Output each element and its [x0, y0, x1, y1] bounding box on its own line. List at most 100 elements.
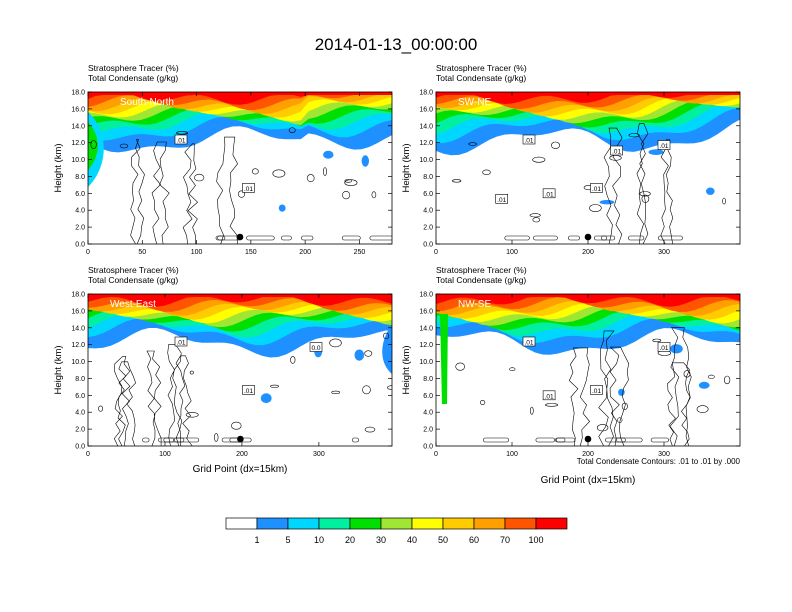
condensate-contour — [627, 235, 645, 241]
condensate-contour — [617, 417, 623, 423]
condensate-contour — [189, 370, 194, 375]
y-tick-label: 14.0 — [419, 123, 433, 130]
x-tick-label: 150 — [245, 249, 257, 256]
condensate-contour — [113, 356, 131, 446]
svg-text:.01: .01 — [176, 138, 185, 145]
condensate-contour — [532, 156, 546, 163]
condensate-contour — [641, 194, 650, 203]
y-tick-label: 6.0 — [75, 393, 85, 400]
x-tick-label: 0 — [434, 451, 438, 458]
colorbar-swatch — [256, 517, 289, 530]
condensate-contour — [482, 437, 509, 443]
y-tick-label: 14.0 — [71, 123, 85, 130]
x-tick-label: 0 — [86, 249, 90, 256]
location-marker — [584, 435, 592, 443]
condensate-contour — [364, 426, 376, 433]
x-tick-label: 300 — [313, 451, 325, 458]
section-label: West-East — [110, 299, 156, 310]
colorbar-swatch — [287, 517, 320, 530]
x-tick-label: 100 — [159, 451, 171, 458]
condensate-contour — [482, 169, 491, 176]
y-tick-label: 18.0 — [419, 292, 433, 299]
colorbar-label: 10 — [314, 535, 324, 545]
contour-label: .01 — [542, 390, 556, 400]
svg-text:.01: .01 — [545, 191, 554, 198]
condensate-contour — [621, 402, 628, 410]
condensate-contour — [535, 437, 556, 443]
colorbar-swatch — [473, 517, 506, 530]
x-axis-label: Grid Point (dx=15km) — [541, 475, 636, 486]
condensate-contour — [669, 327, 692, 446]
condensate-contour — [146, 350, 162, 446]
colorbar-label: 30 — [376, 535, 386, 545]
location-marker — [584, 233, 592, 241]
y-tick-label: 18.0 — [71, 90, 85, 97]
condensate-contour — [567, 235, 580, 241]
y-tick-label: 8.0 — [75, 376, 85, 383]
condensate-contour — [344, 179, 352, 183]
y-tick-label: 8.0 — [423, 174, 433, 181]
svg-text:.01: .01 — [244, 186, 253, 193]
condensate-contour — [288, 127, 296, 133]
y-tick-label: 12.0 — [419, 140, 433, 147]
x-tick-label: 100 — [506, 451, 518, 458]
svg-text:.01: .01 — [545, 393, 554, 400]
colorbar-label: 100 — [528, 535, 543, 545]
contour-label: .01 — [590, 385, 603, 395]
svg-text:.01: .01 — [176, 340, 185, 347]
condensate-contour — [174, 437, 200, 443]
condensate-contour — [151, 141, 170, 244]
panel-header-condensate: Total Condensate (g/kg) — [88, 275, 178, 285]
colorbar-label: 40 — [407, 535, 417, 545]
condensate-contour — [601, 235, 616, 241]
y-tick-label: 8.0 — [75, 174, 85, 181]
condensate-contour — [231, 421, 242, 430]
tracer-band — [88, 294, 392, 307]
condensate-contour — [290, 356, 296, 364]
colorbar-swatch — [380, 517, 413, 530]
colorbar-swatch — [504, 517, 537, 530]
y-tick-label: 14.0 — [71, 325, 85, 332]
contour-label: .01 — [522, 134, 536, 145]
condensate-contour — [369, 235, 392, 241]
condensate-contour — [323, 167, 327, 176]
plot-area: .01 .01 — [88, 92, 392, 244]
x-tick-label: 100 — [191, 249, 203, 256]
tracer-patch — [323, 150, 334, 159]
condensate-contour — [371, 191, 377, 199]
panel-header-tracer: Stratosphere Tracer (%) — [436, 265, 527, 275]
x-tick-label: 0 — [86, 451, 90, 458]
contour-label: .01 — [542, 188, 556, 198]
condensate-contour — [480, 400, 486, 405]
condensate-contour — [468, 142, 477, 146]
condensate-contour — [167, 344, 183, 446]
y-tick-label: 0.0 — [423, 444, 433, 451]
contour-label: .01 — [174, 336, 188, 347]
plot-area: .01 .01 .01 .01 .01 .01 — [436, 92, 740, 244]
plot-frame — [87, 293, 393, 447]
svg-text:.01: .01 — [244, 388, 253, 395]
condensate-contour — [362, 385, 371, 395]
svg-text:.01: .01 — [524, 340, 533, 347]
colorbar-swatch — [318, 517, 351, 530]
svg-text:.01: .01 — [497, 197, 506, 204]
tracer-intrusion — [440, 314, 448, 404]
tracer-intrusion — [88, 122, 98, 170]
y-tick-label: 10.0 — [419, 359, 433, 366]
colorbar-label: 70 — [500, 535, 510, 545]
contour-label: .01 — [522, 336, 536, 347]
colorbar-label: 50 — [438, 535, 448, 545]
condensate-contour — [344, 179, 358, 186]
condensate-contour — [504, 235, 530, 241]
condensate-contour — [351, 437, 360, 443]
y-axis-label: Height (km) — [401, 345, 412, 394]
tracer-patch — [599, 200, 615, 205]
y-tick-label: 12.0 — [71, 140, 85, 147]
y-tick-label: 18.0 — [71, 292, 85, 299]
condensate-contour — [650, 437, 669, 443]
y-tick-label: 18.0 — [419, 90, 433, 97]
condensate-contour — [554, 437, 576, 443]
condensate-contour — [130, 139, 145, 244]
condensate-contour — [455, 362, 466, 371]
